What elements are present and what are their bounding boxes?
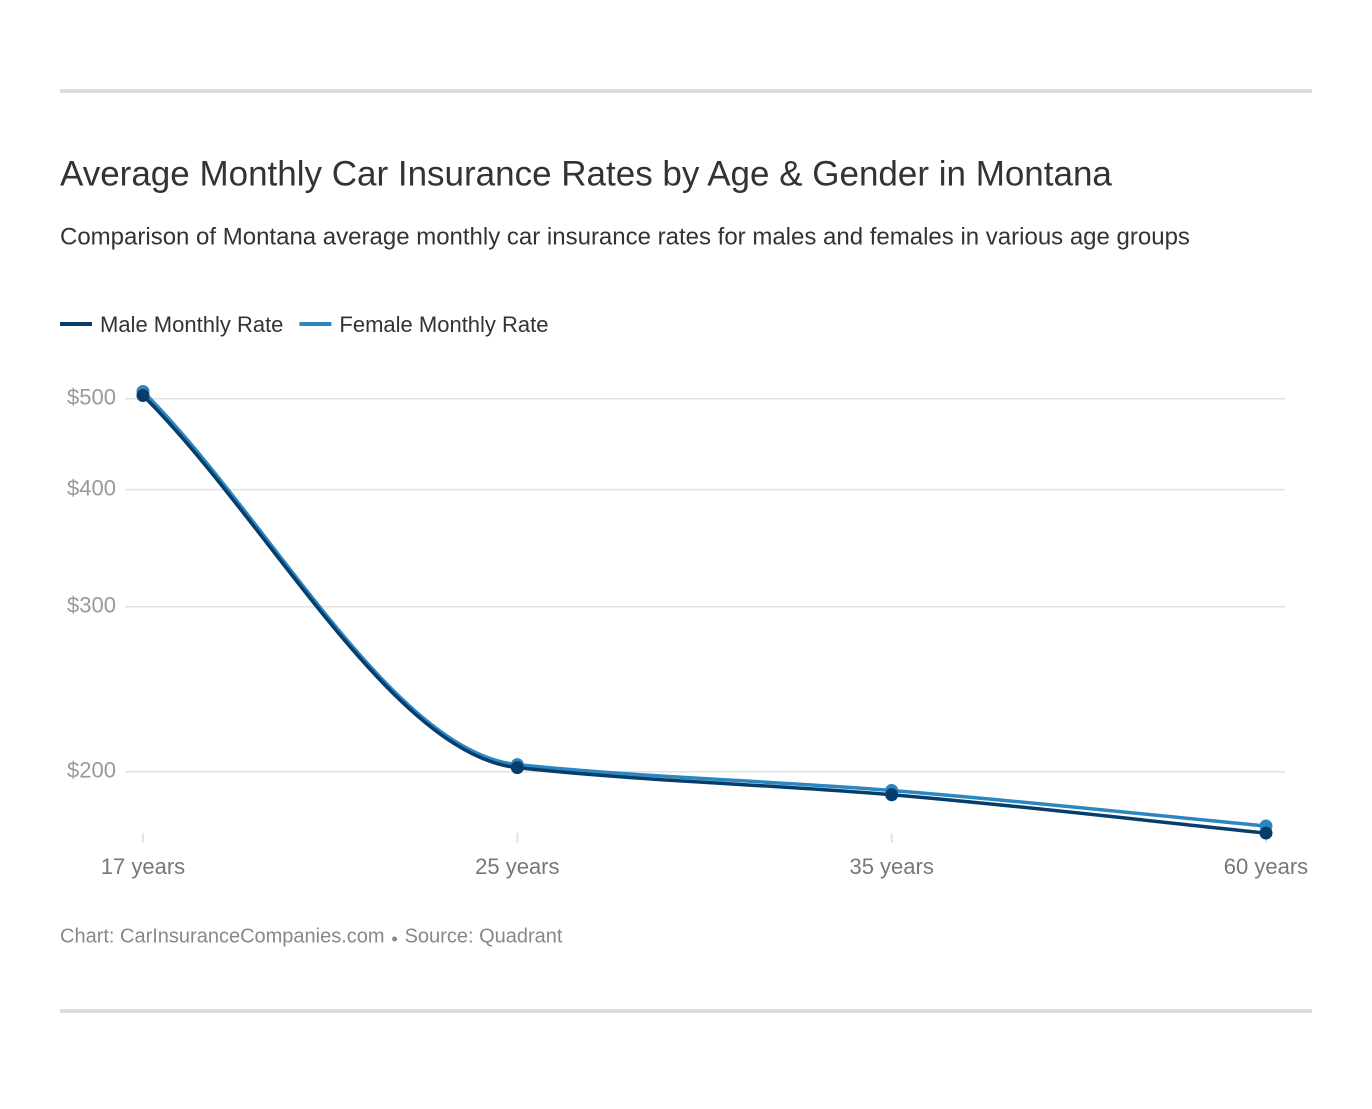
chart-subtitle: Comparison of Montana average monthly ca… — [60, 223, 1190, 250]
credit: Chart: CarInsuranceCompanies.com — [60, 925, 385, 947]
y-tick-label: $300 — [67, 593, 116, 618]
series-line — [141, 394, 1267, 835]
series-line — [141, 390, 1267, 828]
source: Source: Quadrant — [405, 925, 563, 947]
x-tick-label: 35 years — [849, 854, 933, 879]
data-point — [1259, 826, 1273, 840]
separator-dot — [392, 936, 398, 942]
y-tick-label: $400 — [67, 475, 116, 500]
chart-title: Average Monthly Car Insurance Rates by A… — [60, 154, 1112, 193]
x-tick-label: 60 years — [1224, 854, 1308, 879]
data-point — [136, 389, 150, 403]
data-point — [885, 788, 899, 802]
y-tick-label: $500 — [67, 385, 116, 410]
legend-label: Male Monthly Rate — [100, 312, 283, 337]
y-tick-label: $200 — [67, 758, 116, 783]
data-point — [510, 761, 524, 775]
plot — [136, 385, 1273, 840]
bottom-rule — [60, 1009, 1312, 1013]
legend-label: Female Monthly Rate — [339, 312, 548, 337]
top-rule — [60, 89, 1312, 93]
x-tick-label: 17 years — [101, 854, 185, 879]
grid: $200 $300 $400 $500 17 years 25 years 35 years… — [67, 385, 1308, 879]
legend: Male Monthly Rate Female Monthly Rate — [60, 312, 549, 337]
x-tick-label: 25 years — [475, 854, 559, 879]
